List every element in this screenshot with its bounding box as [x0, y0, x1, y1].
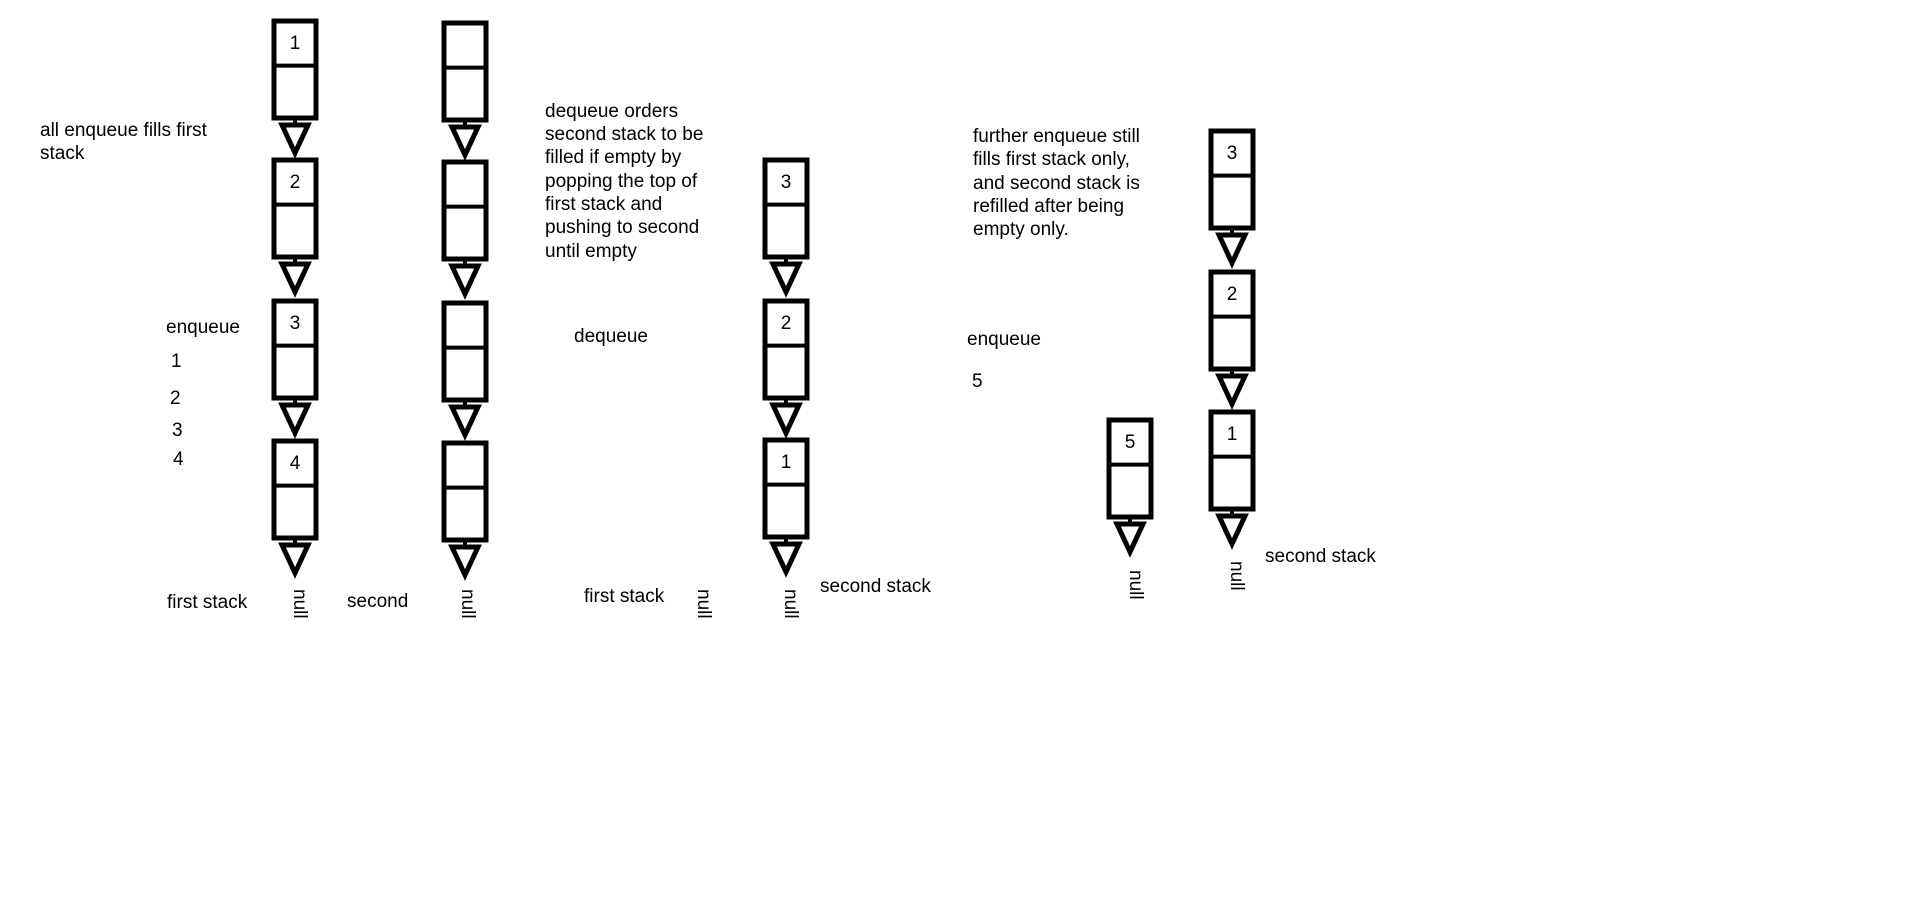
stage1-second-stack-label: second	[347, 591, 408, 612]
stage3-first-null: null	[1125, 570, 1146, 600]
stage3-note-line-5: empty only.	[973, 219, 1069, 240]
stack-nodes-layer: 1 2 3 4 3 2 1 5 3 2 1	[271, 18, 1256, 581]
s3-second-node-2-arrow	[1215, 373, 1249, 410]
stage2-first-stack-label: first stack	[584, 586, 665, 607]
s3-second-node-3-value: 1	[1227, 424, 1238, 445]
s2-second-node-3-value: 1	[781, 452, 792, 473]
stage1-op-value-1: 1	[171, 351, 182, 372]
s1-second-node-3-box	[441, 300, 489, 403]
s1-second-node-2-arrow	[448, 263, 482, 300]
s3-second-node-1-value: 3	[1227, 143, 1238, 164]
s2-second-node-1-arrow	[769, 261, 803, 298]
stage3-note-line-3: and second stack is	[973, 173, 1140, 194]
s1-second-node-1-arrow	[448, 124, 482, 161]
s1-first-node-1-value: 1	[290, 33, 301, 54]
s2-second-node-1-value: 3	[781, 172, 792, 193]
s1-second-node-4-arrow	[448, 544, 482, 581]
stage3-second-null: null	[1226, 561, 1247, 591]
s1-first-node-4-value: 4	[290, 453, 301, 474]
stage3-op-value: 5	[972, 371, 983, 392]
s3-first-node-1-arrow	[1113, 521, 1147, 558]
stage2-op-label: dequeue	[574, 326, 648, 347]
s1-second-node-1-box	[441, 20, 489, 123]
stage1-first-null: null	[289, 589, 310, 619]
stage2-note-line-6: pushing to second	[545, 217, 699, 238]
s3-second-node-3-arrow	[1215, 513, 1249, 550]
s3-first-node-1-value: 5	[1125, 432, 1136, 453]
stage3-note-line-4: refilled after being	[973, 196, 1124, 217]
s3-second-node-2-value: 2	[1227, 284, 1238, 305]
s1-first-node-3-value: 3	[290, 313, 301, 334]
s3-second-node-1-arrow	[1215, 232, 1249, 269]
stage2-note-line-1: dequeue orders	[545, 101, 678, 122]
stage1-first-stack-label: first stack	[167, 592, 248, 613]
stage1-note-line-2: stack	[40, 143, 85, 164]
stage3-second-stack-label: second stack	[1265, 546, 1376, 567]
s1-first-node-2-arrow	[278, 261, 312, 298]
stage2-note-line-5: first stack and	[545, 194, 662, 215]
stage2-second-stack-label: second stack	[820, 576, 931, 597]
stage2-note-line-4: popping the top of	[545, 171, 698, 192]
stage1-op-value-3: 3	[172, 420, 183, 441]
stage3-note-line-2: fills first stack only,	[973, 149, 1130, 170]
s1-first-node-3-arrow	[278, 402, 312, 439]
s2-second-node-2-arrow	[769, 402, 803, 439]
stage1-second-null: null	[457, 589, 478, 619]
stage2-note-line-2: second stack to be	[545, 124, 703, 145]
stage2-first-null: null	[693, 589, 714, 619]
stage1-op-value-2: 2	[170, 388, 181, 409]
s2-second-node-2-value: 2	[781, 313, 792, 334]
stage1-op-value-4: 4	[173, 449, 184, 470]
s1-second-node-4-box	[441, 440, 489, 543]
stage1-op-label: enqueue	[166, 317, 240, 338]
s2-second-node-3-arrow	[769, 541, 803, 578]
stage3-op-label: enqueue	[967, 329, 1041, 350]
s1-second-node-3-arrow	[448, 404, 482, 441]
stage3-note-line-1: further enqueue still	[973, 126, 1140, 147]
stage2-note-line-3: filled if empty by	[545, 147, 682, 168]
s1-first-node-4-arrow	[278, 542, 312, 579]
stage1-note-line-1: all enqueue fills first	[40, 120, 208, 141]
s1-first-node-1-arrow	[278, 122, 312, 159]
stage2-second-null: null	[780, 589, 801, 619]
stage2-note-line-7: until empty	[545, 241, 637, 262]
s1-second-node-2-box	[441, 159, 489, 262]
s1-first-node-2-value: 2	[290, 172, 301, 193]
